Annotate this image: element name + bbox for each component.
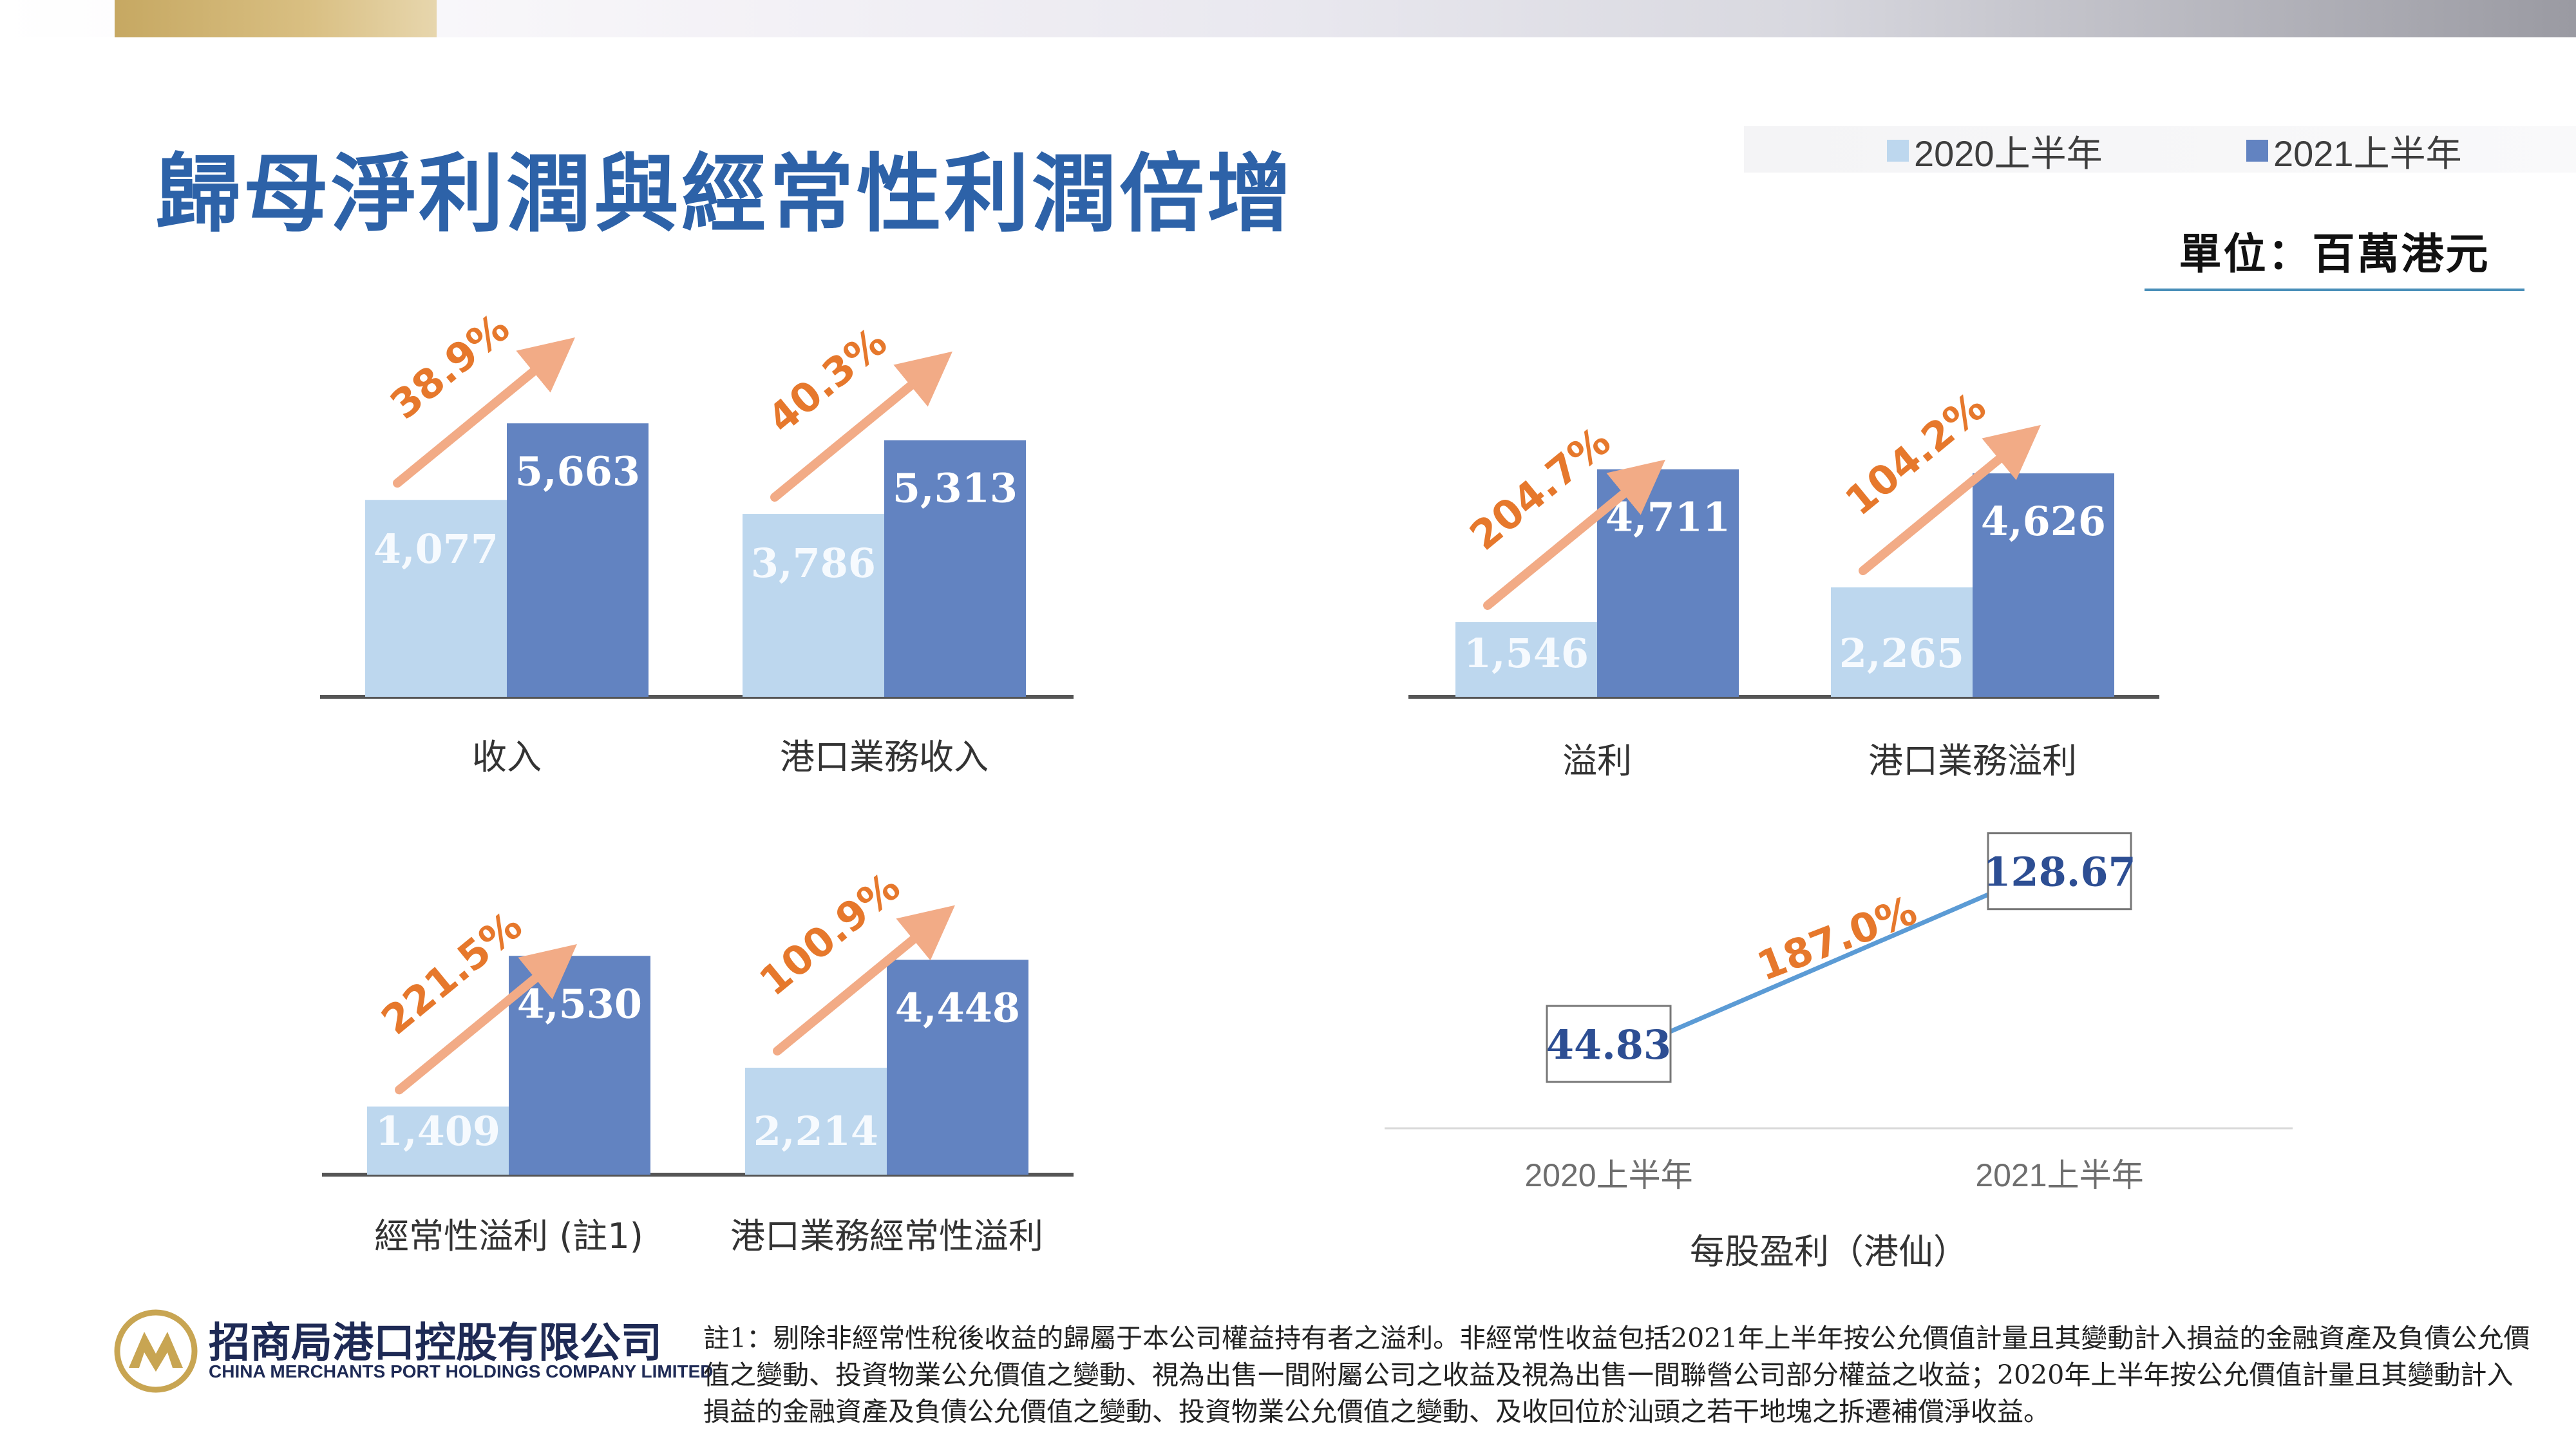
bar-2020	[1831, 587, 1973, 697]
category-label: 港口業務經常性溢利	[730, 1216, 1043, 1256]
bar-2020	[367, 1106, 509, 1175]
bar-2021	[1973, 473, 2114, 697]
bar-value-2021: 5,663	[515, 448, 640, 495]
growth-label: 100.9%	[750, 863, 909, 1005]
growth-arrow	[393, 337, 575, 488]
category-label: 收入	[472, 737, 542, 777]
bar-value-2021: 4,530	[517, 980, 642, 1027]
bar-value-2020: 1,546	[1464, 630, 1589, 677]
growth-arrow	[770, 351, 952, 502]
chart-legend: 2020上半年 2021上半年	[1744, 126, 2576, 174]
growth-label: 104.2%	[1836, 383, 1994, 524]
category-label: 港口業務溢利	[1868, 741, 2077, 781]
logo-company-name-en: CHINA MERCHANTS PORT HOLDINGS COMPANY LI…	[209, 1361, 714, 1381]
growth-arrow	[395, 944, 577, 1095]
category-label: 溢利	[1562, 741, 1632, 781]
top-gold-accent	[115, 0, 437, 37]
bar-value-2021: 4,711	[1605, 494, 1730, 541]
bar-value-2020: 2,265	[1839, 630, 1964, 677]
bar-value-2021: 4,626	[1981, 498, 2106, 545]
bar-2021	[887, 960, 1028, 1175]
company-logo: 招商局港口控股有限公司 CHINA MERCHANTS PORT HOLDING…	[111, 1306, 713, 1396]
bar-value-2021: 4,448	[895, 984, 1020, 1031]
eps-growth-label: 187.0%	[1751, 887, 1923, 990]
category-label: 港口業務收入	[780, 737, 989, 777]
legend-swatch-2020	[1887, 140, 1909, 162]
category-label: 經常性溢利 (註1)	[374, 1216, 643, 1256]
growth-label: 204.7%	[1461, 417, 1619, 559]
growth-label: 40.3%	[759, 318, 896, 442]
bar-value-2020: 4,077	[374, 526, 498, 573]
bar-value-2021: 5,313	[893, 465, 1018, 512]
growth-arrow	[1483, 459, 1665, 611]
page-title: 歸母淨利潤與經常性利潤倍增	[156, 144, 1294, 244]
bar-2021	[884, 440, 1026, 697]
growth-label: 221.5%	[372, 902, 531, 1044]
bar-charts: 4,077 5,663 收入 38.9% 3,786 5,313 港口業務收入 40.3% 1,…	[320, 304, 2159, 1256]
bar-2020	[745, 1067, 887, 1175]
eps-line	[1669, 892, 1990, 1034]
eps-x-tick: 2021上半年	[1975, 1157, 2143, 1193]
bar-value-2020: 3,786	[751, 540, 876, 587]
bar-2020	[743, 514, 884, 697]
unit-box: 單位：百萬港元	[2145, 213, 2524, 291]
growth-label: 38.9%	[381, 304, 518, 428]
eps-title: 每股盈利（港仙）	[1690, 1231, 1968, 1272]
chart-6: 2,214 4,448 港口業務經常性溢利 100.9%	[730, 863, 1043, 1256]
eps-x-tick: 2020上半年	[1524, 1157, 1692, 1193]
legend-label-2021: 2021上半年	[2273, 133, 2462, 174]
bar-value-2020: 2,214	[753, 1108, 878, 1155]
eps-value-box	[1546, 1005, 1672, 1083]
eps-value: 128.67	[1983, 849, 2136, 896]
logo-company-name-cn: 招商局港口控股有限公司	[209, 1320, 662, 1367]
eps-value-box	[1987, 832, 2132, 911]
footnote: 註1：剔除非經常性稅後收益的歸屬于本公司權益持有者之溢利。非經常性收益包括202…	[703, 1323, 2530, 1427]
legend-label-2020: 2020上半年	[1914, 133, 2103, 174]
growth-arrow	[773, 905, 955, 1056]
legend-item-2020: 2020上半年	[1887, 131, 2103, 174]
eps-chart: 44.83 2020上半年 128.67 2021上半年 187.0% 每股盈利（港仙）	[1524, 832, 2144, 1272]
eps-value: 44.83	[1546, 1021, 1671, 1068]
bar-value-2020: 1,409	[375, 1108, 500, 1155]
legend-swatch-2021	[2246, 140, 2268, 162]
growth-arrow	[1859, 424, 2041, 576]
chart-4: 2,265 4,626 港口業務溢利 104.2%	[1831, 383, 2114, 781]
chart-1: 4,077 5,663 收入 38.9%	[320, 304, 1074, 777]
chart-2: 3,786 5,313 港口業務收入 40.3%	[743, 318, 1026, 777]
bar-2021	[507, 423, 649, 697]
bar-2020	[365, 500, 507, 697]
legend-item-2021: 2021上半年	[2246, 131, 2462, 174]
bar-2020	[1455, 622, 1597, 697]
company-logo-icon	[114, 1309, 198, 1393]
unit-label: 單位：百萬港元	[2179, 229, 2490, 279]
